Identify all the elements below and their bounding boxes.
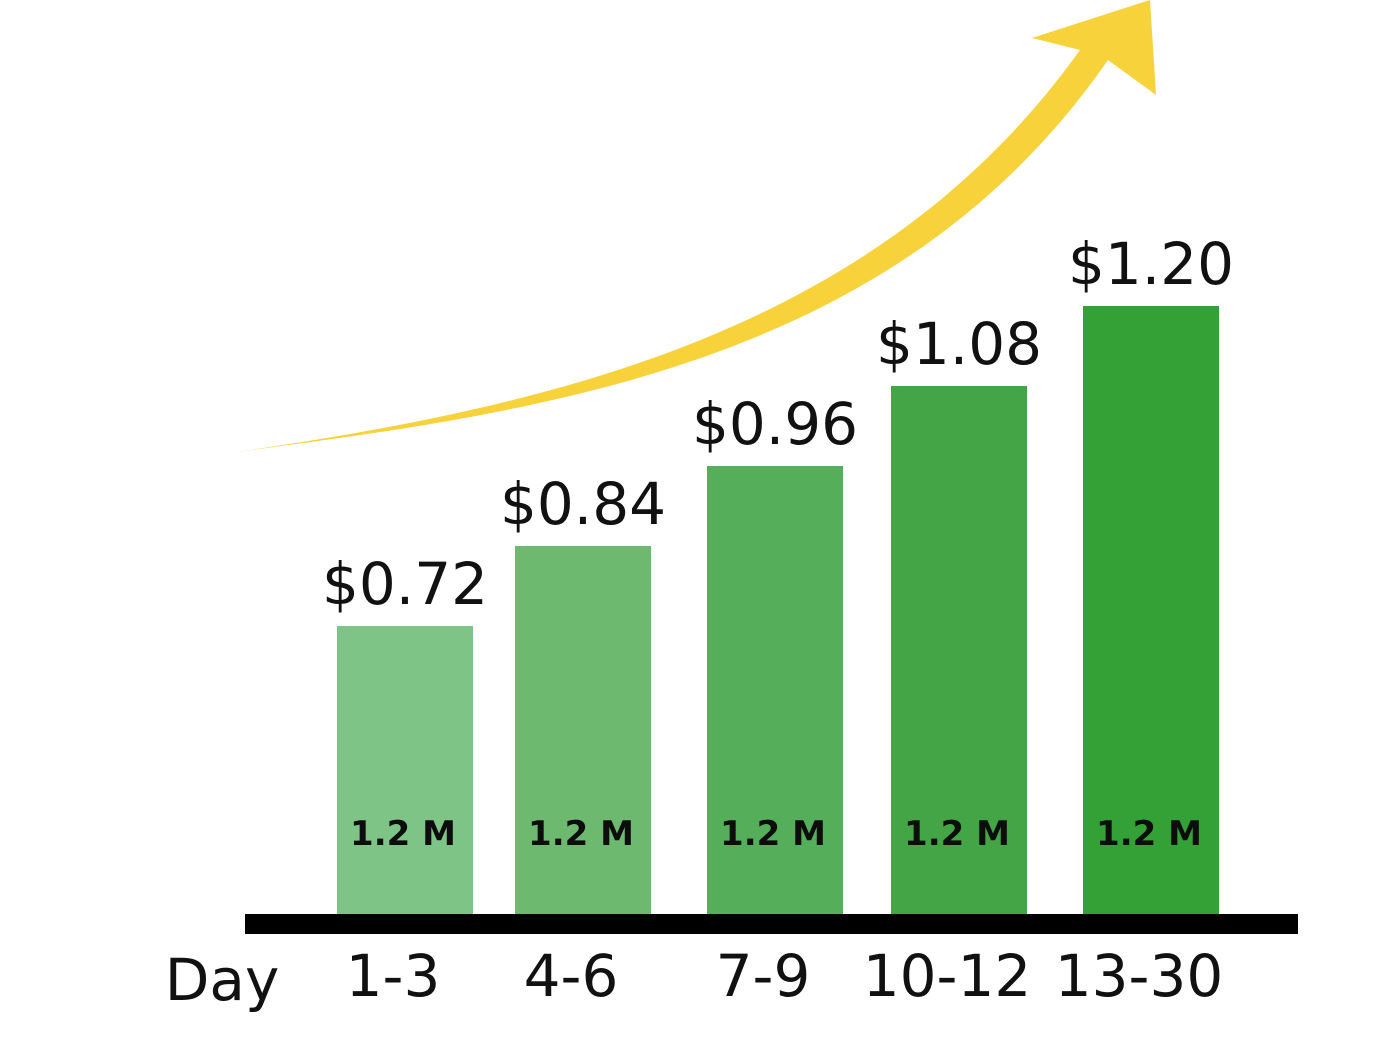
x-axis-title: Day xyxy=(165,946,280,1014)
bar-inner-label: 1.2 M xyxy=(720,814,826,854)
bar xyxy=(515,546,651,914)
bar-inner-label: 1.2 M xyxy=(904,814,1010,854)
bars-group: $0.72 1.2 M $0.84 1.2 M $0.96 1.2 M $1.08 1.2 M… xyxy=(322,230,1234,914)
x-tick-label: 1-3 xyxy=(346,942,441,1010)
bar-inner-label: 1.2 M xyxy=(528,814,634,854)
bar xyxy=(707,466,843,914)
x-axis-line xyxy=(245,914,1298,934)
bar-value-label: $1.08 xyxy=(876,310,1042,378)
x-tick-label: 4-6 xyxy=(524,942,619,1010)
x-tick-label: 10-12 xyxy=(863,942,1032,1010)
bar-value-label: $0.72 xyxy=(322,550,488,618)
x-tick-label: 7-9 xyxy=(716,942,811,1010)
trend-arrow-icon xyxy=(236,0,1156,452)
bar-inner-label: 1.2 M xyxy=(1096,814,1202,854)
bar-value-label: $0.84 xyxy=(500,470,666,538)
bar-inner-label: 1.2 M xyxy=(350,814,456,854)
x-tick-label: 13-30 xyxy=(1055,942,1224,1010)
bar-value-label: $1.20 xyxy=(1068,230,1234,298)
bar xyxy=(1083,306,1219,914)
bar xyxy=(337,626,473,914)
bar xyxy=(891,386,1027,914)
bar-value-label: $0.96 xyxy=(692,390,858,458)
x-tick-labels: 1-3 4-6 7-9 10-12 13-30 xyxy=(346,942,1224,1010)
